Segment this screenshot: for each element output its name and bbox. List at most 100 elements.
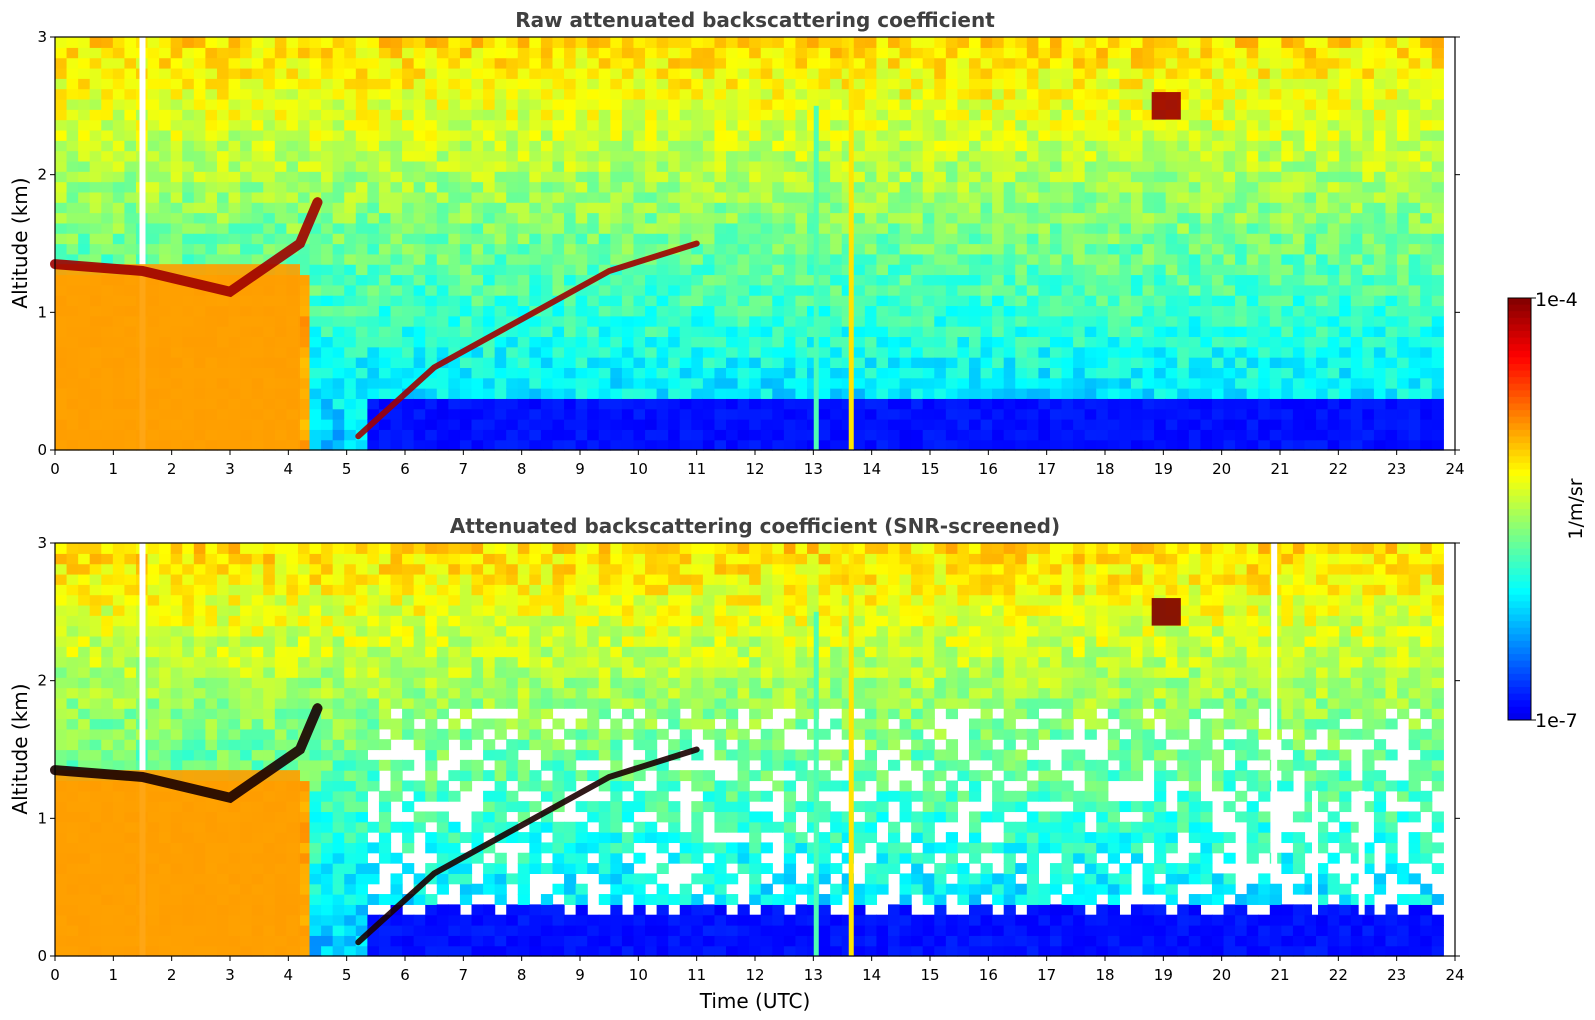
heatmap-cell — [645, 202, 658, 214]
heatmap-cell — [911, 419, 924, 430]
heatmap-cell — [228, 119, 241, 131]
heatmap-cell — [807, 57, 820, 69]
heatmap-cell — [1130, 57, 1144, 69]
heatmap-cell — [448, 264, 461, 276]
heatmap-cell — [1003, 171, 1016, 183]
heatmap-cell — [240, 88, 253, 100]
heatmap-cell — [506, 119, 519, 131]
heatmap-cell — [1084, 47, 1097, 59]
heatmap-cell — [876, 315, 889, 327]
heatmap-cell — [540, 357, 554, 368]
heatmap-cell — [726, 419, 739, 430]
heatmap-cell — [1420, 377, 1433, 389]
heatmap-cell — [864, 243, 878, 255]
heatmap-cell — [355, 47, 368, 59]
heatmap-cell — [587, 109, 600, 121]
heatmap-cell — [992, 274, 1005, 286]
heatmap-cell — [402, 284, 415, 296]
heatmap-cell — [575, 78, 588, 90]
heatmap-cell — [483, 388, 496, 399]
heatmap-cell — [471, 367, 484, 379]
heatmap-cell — [540, 129, 554, 141]
heatmap-cell — [668, 181, 681, 193]
heatmap-cell — [621, 253, 635, 265]
heatmap-cell — [1049, 305, 1063, 317]
heatmap-cell — [992, 191, 1005, 203]
heatmap-cell — [772, 253, 785, 265]
heatmap-cell — [66, 677, 79, 689]
heatmap-cell — [702, 388, 716, 399]
heatmap-cell — [378, 346, 392, 358]
heatmap-cell — [205, 78, 218, 90]
heatmap-cell — [216, 109, 230, 121]
heatmap-cell — [274, 202, 287, 214]
heatmap-cell — [749, 357, 762, 368]
heatmap-cell — [1061, 98, 1074, 110]
heatmap-cell — [1003, 119, 1016, 131]
heatmap-cell — [934, 129, 947, 141]
heatmap-cell — [980, 253, 993, 265]
heatmap-cell — [1327, 305, 1340, 317]
heatmap-cell — [957, 295, 970, 307]
heatmap-cell — [297, 264, 311, 276]
heatmap-cell — [436, 429, 449, 441]
heatmap-cell — [760, 47, 773, 59]
heatmap-cell — [1385, 67, 1398, 79]
heatmap-cell — [760, 264, 773, 276]
heatmap-cell — [55, 687, 68, 699]
heatmap-cell — [945, 398, 959, 410]
heatmap-cell — [1339, 305, 1352, 317]
heatmap-cell — [621, 419, 635, 430]
heatmap-cell — [1431, 429, 1444, 441]
heatmap-cell — [621, 140, 635, 152]
heatmap-cell — [66, 615, 79, 627]
heatmap-cell — [864, 305, 878, 317]
heatmap-cell — [876, 222, 889, 234]
heatmap-cell — [240, 191, 253, 203]
heatmap-cell — [830, 129, 843, 141]
heatmap-cell — [945, 429, 959, 441]
heatmap-cell — [101, 67, 114, 79]
heatmap-cell — [968, 47, 982, 59]
heatmap-cell — [807, 264, 820, 276]
heatmap-cell — [691, 47, 704, 59]
heatmap-cell — [1061, 336, 1074, 348]
heatmap-cell — [1223, 243, 1236, 255]
heatmap-cell — [1408, 357, 1421, 368]
heatmap-cell — [205, 119, 218, 131]
x-tick-label: 12 — [745, 460, 764, 478]
heatmap-cell — [286, 57, 299, 69]
heatmap-cell — [841, 367, 854, 379]
heatmap-cell — [945, 57, 959, 69]
heatmap-cell — [1038, 346, 1051, 358]
heatmap-cell — [1130, 274, 1144, 286]
heatmap-cell — [529, 57, 542, 69]
heatmap-cell — [89, 160, 102, 172]
heatmap-cell — [679, 346, 692, 358]
heatmap-cell — [760, 419, 773, 430]
heatmap-cell — [159, 140, 172, 152]
heatmap-cell — [216, 191, 230, 203]
heatmap-cell — [760, 222, 773, 234]
heatmap-cell — [934, 67, 947, 79]
heatmap-cell — [459, 140, 473, 152]
heatmap-cell — [1350, 357, 1363, 368]
heatmap-cell — [795, 171, 808, 183]
heatmap-cell — [1408, 336, 1421, 348]
heatmap-cell — [506, 140, 519, 152]
heatmap-cell — [1003, 284, 1016, 296]
heatmap-cell — [934, 346, 947, 358]
heatmap-cell — [1096, 171, 1109, 183]
heatmap-cell — [864, 78, 878, 90]
heatmap-cell — [702, 202, 716, 214]
heatmap-cell — [1258, 212, 1271, 224]
heatmap-cell — [1431, 439, 1444, 451]
heatmap-cell — [1188, 326, 1201, 338]
heatmap-cell — [274, 88, 287, 100]
heatmap-cell — [332, 88, 345, 100]
heatmap-cell — [1119, 37, 1132, 48]
heatmap-cell — [1026, 140, 1039, 152]
heatmap-cell — [795, 346, 808, 358]
heatmap-cell — [575, 150, 588, 162]
heatmap-cell — [55, 233, 68, 245]
